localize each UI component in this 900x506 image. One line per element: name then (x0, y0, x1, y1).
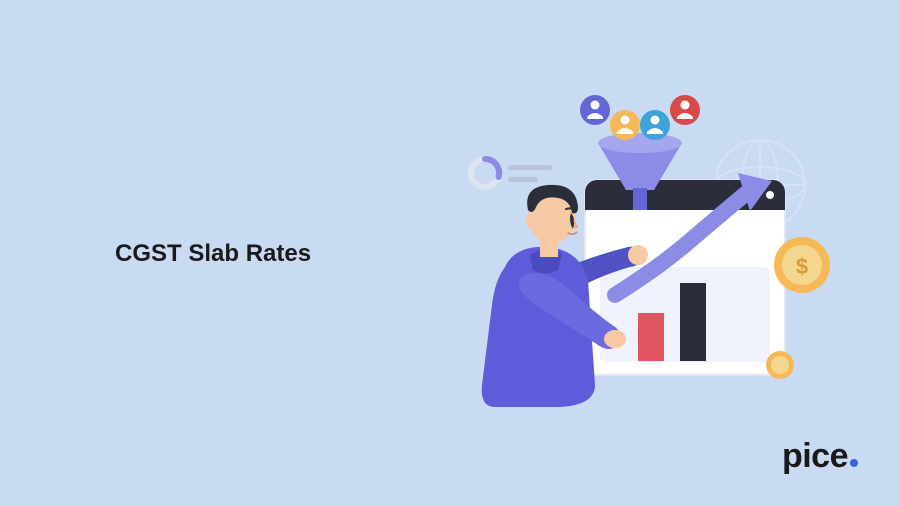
people-circle-4 (670, 95, 700, 125)
bar-2 (680, 283, 706, 361)
logo-text: pice (782, 437, 848, 475)
infographic-illustration: $ (420, 95, 840, 435)
coin-small-icon (766, 351, 794, 379)
people-circle-2 (610, 110, 640, 140)
page-title: CGST Slab Rates (115, 240, 311, 268)
text-lines-icon (508, 165, 552, 182)
people-circle-1 (580, 95, 610, 125)
logo-dot-icon (850, 459, 858, 467)
bar-1 (638, 313, 664, 361)
svg-text:$: $ (796, 254, 808, 279)
brand-logo: pice (782, 437, 858, 476)
coin-large-icon: $ (774, 237, 830, 293)
people-circle-3 (640, 110, 670, 140)
donut-chart-icon (471, 159, 499, 187)
